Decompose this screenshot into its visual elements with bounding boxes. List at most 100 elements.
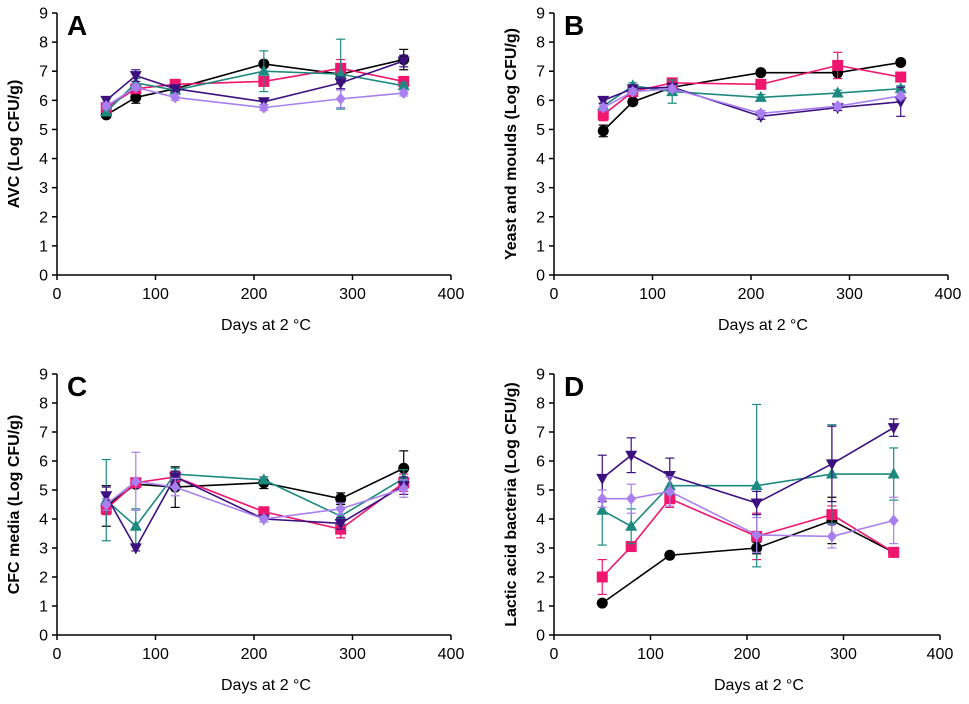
x-tick-label: 0 [550,646,559,663]
series-lilac [598,82,906,120]
data-point [826,530,837,543]
data-point [129,71,142,83]
data-point [129,519,142,531]
data-point [101,100,112,113]
data-point [398,87,409,100]
data-point [597,492,608,505]
y-tick-label: 9 [536,6,545,23]
data-point [398,482,409,495]
x-tick-label: 400 [438,286,465,303]
y-tick-label: 0 [536,268,545,285]
data-point [664,485,675,498]
series-line [105,86,404,109]
y-tick-label: 7 [39,425,48,442]
x-axis-label: Days at 2 °C [714,677,804,694]
x-tick-label: 400 [935,286,962,303]
series-purple [596,418,900,516]
x-tick-label: 400 [927,646,954,663]
data-point [664,549,676,561]
data-point [750,479,763,491]
x-tick-label: 100 [637,646,664,663]
y-tick-label: 1 [536,599,545,616]
x-tick-label: 0 [53,646,62,663]
y-tick-label: 5 [39,483,48,500]
panel-b: 0 1 2 3 4 5 6 7 8 9 0 100 200 300 400 Days at 2 °C Yeast… [503,6,961,335]
data-point [258,506,270,518]
x-tick-label: 200 [241,646,268,663]
data-point [170,91,181,104]
y-tick-label: 7 [536,64,545,81]
x-tick-label: 0 [53,286,62,303]
x-axis-label: Days at 2 °C [221,317,311,334]
panel-letter: C [67,371,87,402]
data-point [894,97,907,109]
y-tick-label: 7 [39,64,48,81]
series-line [105,473,405,528]
data-point [596,571,608,583]
data-point [398,462,410,474]
y-tick-label: 6 [536,93,545,110]
y-axis-label: CFC media (Log CFU/g) [6,415,23,595]
y-tick-label: 6 [536,454,545,471]
data-point [335,502,346,515]
x-tick-label: 300 [339,646,366,663]
data-point [832,100,843,113]
data-point [596,473,609,485]
y-tick-label: 3 [39,541,48,558]
x-tick-label: 300 [339,286,366,303]
x-tick-label: 200 [241,286,268,303]
data-point [597,125,609,137]
data-point [627,96,639,108]
data-point [625,541,637,553]
y-tick-label: 3 [536,180,545,197]
series-teal [100,38,410,117]
y-tick-label: 4 [39,512,48,529]
panel-letter: D [564,371,584,402]
y-tick-label: 7 [536,425,545,442]
series-line [105,60,404,103]
series-line [601,426,895,504]
data-point [596,597,608,609]
panel-a: 0 1 2 3 4 5 6 7 8 9 0 100 200 300 400 Days at 2 °C AVC (… [6,6,464,335]
panel-letter: A [67,10,87,41]
data-point [101,498,112,511]
x-tick-label: 100 [639,286,666,303]
series-lilac [101,451,409,525]
y-axis-label: Yeast and moulds (Log CFU/g) [503,28,520,260]
y-tick-label: 8 [536,396,545,413]
y-tick-label: 5 [536,122,545,139]
y-tick-label: 8 [39,35,48,52]
series-line [105,475,405,550]
series-pink [596,489,900,596]
y-tick-label: 1 [39,599,48,616]
y-tick-label: 4 [536,512,545,529]
data-point [750,498,763,510]
series-line [105,58,404,116]
data-point [832,59,844,71]
x-tick-label: 300 [830,646,857,663]
data-point [625,519,638,531]
y-tick-label: 0 [536,628,545,645]
data-point [895,71,907,83]
data-point [257,473,270,485]
data-point [888,546,900,558]
data-point [754,90,767,102]
y-tick-label: 9 [536,367,545,384]
series-line [105,467,405,507]
y-tick-label: 2 [39,570,48,587]
data-point [895,56,907,68]
data-point [627,85,638,98]
series-lilac [597,476,899,553]
data-point [169,84,182,96]
series-lilac [101,81,409,114]
y-tick-label: 3 [39,180,48,197]
data-point [334,67,347,79]
series-pink [100,58,410,114]
series-line [602,61,901,132]
y-tick-label: 6 [39,454,48,471]
y-axis-label: AVC (Log CFU/g) [6,80,23,209]
series-line [105,480,404,520]
y-tick-label: 0 [39,628,48,645]
y-tick-label: 4 [39,151,48,168]
y-tick-label: 5 [39,122,48,139]
